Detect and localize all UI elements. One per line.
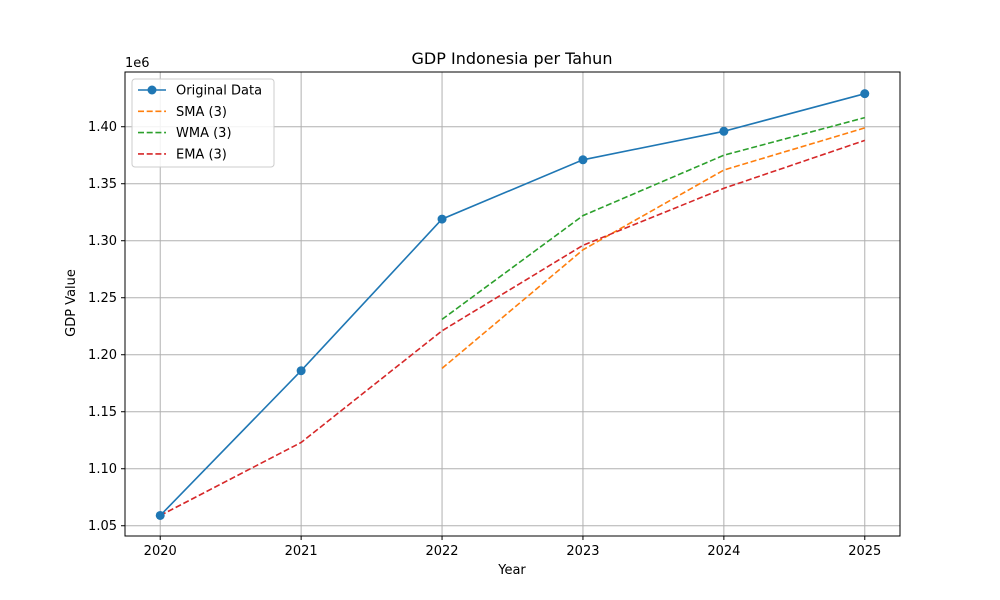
data-point-original-data xyxy=(719,126,729,136)
legend-label-ema-3: EMA (3) xyxy=(176,147,227,162)
legend: Original Data SMA (3) WMA (3) EMA (3) xyxy=(131,78,275,168)
series-line-ema-3 xyxy=(159,139,866,517)
y-tick-label: 1.05 xyxy=(88,519,117,534)
y-axis-title: GDP Value xyxy=(64,269,79,337)
y-tick-label: 1.15 xyxy=(88,405,117,420)
data-point-original-data xyxy=(437,214,447,224)
series-layer xyxy=(155,89,870,520)
y-tick-label: 1.40 xyxy=(88,120,117,135)
x-tick-label: 2025 xyxy=(848,544,881,559)
y-tick-label: 1.35 xyxy=(88,177,117,192)
x-tick-label: 2020 xyxy=(144,544,177,559)
legend-label-sma-3: SMA (3) xyxy=(176,105,227,120)
x-tick-label: 2023 xyxy=(566,544,599,559)
y-tick-label: 1.30 xyxy=(88,234,117,249)
data-point-original-data xyxy=(860,89,870,99)
legend-label-original-data: Original Data xyxy=(176,84,262,99)
y-tick-label: 1.20 xyxy=(88,348,117,363)
x-axis-title: Year xyxy=(497,563,526,578)
data-point-original-data xyxy=(578,155,588,165)
series-line-sma-3 xyxy=(441,127,866,370)
grid xyxy=(125,72,900,536)
legend-marker-original-data xyxy=(147,85,157,95)
legend-label-wma-3: WMA (3) xyxy=(176,126,232,141)
ticks: 2020 2021 2022 2023 2024 2025 1.05 1.10 1.15 1.20… xyxy=(88,120,881,559)
data-point-original-data xyxy=(296,366,306,376)
x-tick-label: 2024 xyxy=(707,544,740,559)
x-tick-label: 2021 xyxy=(285,544,318,559)
data-point-original-data xyxy=(155,510,165,520)
x-tick-label: 2022 xyxy=(425,544,458,559)
chart-title: GDP Indonesia per Tahun xyxy=(412,49,613,68)
y-tick-label: 1.25 xyxy=(88,291,117,306)
series-line-wma-3 xyxy=(441,116,866,321)
y-axis-offset-label: 1e6 xyxy=(125,56,150,71)
legend-box xyxy=(131,78,275,168)
plot-frame xyxy=(124,71,901,537)
y-tick-label: 1.10 xyxy=(88,462,117,477)
series-line-original-data xyxy=(159,92,866,517)
